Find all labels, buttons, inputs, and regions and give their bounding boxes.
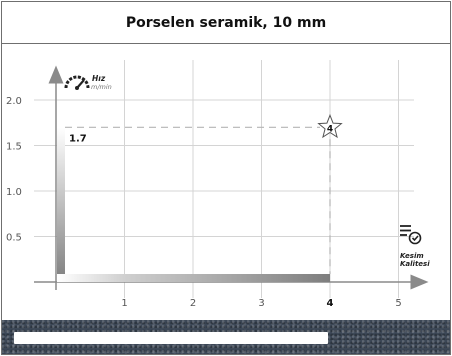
quality-bar bbox=[57, 274, 330, 282]
y-tick-label: 2.0 bbox=[6, 96, 22, 107]
y-axis-unit: m/min bbox=[91, 83, 112, 91]
y-tick-label: 1.0 bbox=[6, 187, 22, 198]
grid bbox=[34, 60, 414, 298]
x-axis-label: Kesim Kalitesi bbox=[400, 252, 430, 268]
title-bar: Porselen seramik, 10 mm bbox=[2, 2, 450, 44]
chart: 0.5 1.0 1.5 2.0 1 2 3 4 5 1.7 4 Hız m/min bbox=[6, 60, 430, 309]
x-tick-label: 5 bbox=[395, 298, 401, 309]
y-tick-label: 1.5 bbox=[6, 142, 22, 153]
y-tick-label: 0.5 bbox=[6, 233, 22, 244]
chart-title: Porselen seramik, 10 mm bbox=[125, 14, 327, 31]
footer-band bbox=[14, 332, 328, 344]
speedometer-icon bbox=[64, 75, 90, 90]
x-tick-label: 2 bbox=[190, 298, 196, 309]
x-tick-label: 3 bbox=[258, 298, 264, 309]
x-tick-label: 1 bbox=[121, 298, 127, 309]
x-tick-label: 4 bbox=[327, 298, 334, 309]
star-icon: 4 bbox=[317, 113, 343, 139]
textured-footer bbox=[2, 320, 450, 354]
star-label: 4 bbox=[327, 124, 333, 134]
y-axis-label: Hız bbox=[92, 74, 106, 83]
checklist-icon bbox=[400, 225, 422, 245]
value-label: 1.7 bbox=[69, 133, 87, 144]
speed-bar bbox=[57, 127, 65, 282]
